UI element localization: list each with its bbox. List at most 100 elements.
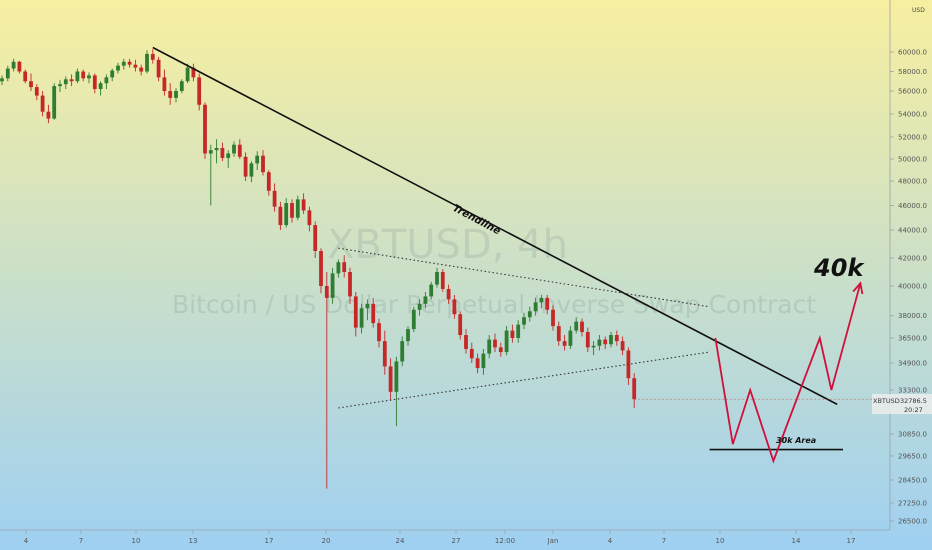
time-tick-label: 10 (132, 537, 141, 545)
candle (464, 329, 468, 354)
price-tick-label: 26500.0 (898, 518, 927, 526)
candle (620, 336, 625, 356)
time-tick-label: 17 (265, 537, 274, 545)
candle-body (17, 61, 22, 72)
candle-body (301, 199, 306, 211)
candle (371, 297, 376, 328)
price-tick-label: 29650.0 (898, 453, 927, 461)
candle (359, 303, 364, 334)
time-axis: 4 7 10 13 17 20 24 27 12:00 Jan 4 7 10 14 17 (24, 530, 855, 545)
candle-body (243, 156, 248, 177)
candle-body (261, 155, 265, 173)
candle-body (429, 284, 434, 297)
candle-body (34, 87, 39, 96)
candle (446, 284, 451, 304)
candle (162, 69, 167, 96)
candle-body (295, 199, 300, 218)
candle (121, 58, 126, 70)
candle (11, 58, 16, 72)
candle-body (197, 77, 202, 105)
candle-body (185, 67, 190, 82)
candle (522, 312, 526, 330)
candle-body (464, 335, 468, 349)
candle-body (469, 348, 474, 359)
candle (243, 152, 248, 181)
time-tick-label: 20 (322, 537, 331, 545)
candle-body (620, 341, 625, 351)
candle (533, 297, 538, 316)
candle-body (423, 296, 428, 304)
candles (0, 49, 637, 489)
candle-body (632, 378, 637, 400)
candle (475, 353, 480, 374)
candle (5, 65, 10, 82)
candle (278, 201, 283, 230)
candle (516, 320, 521, 343)
watermark-symbol: XBTUSD, 4h (327, 222, 568, 268)
candle (220, 142, 225, 162)
candle-body (11, 61, 16, 69)
candle-body (40, 95, 45, 112)
price-tick-label: 42000.0 (898, 255, 927, 263)
candle-body (5, 68, 10, 79)
candle-body (481, 353, 486, 369)
candle-body (585, 332, 590, 348)
candle-body (237, 144, 242, 157)
price-tick-label: 54000.0 (898, 111, 927, 119)
candle (23, 69, 28, 84)
candle-body (214, 148, 219, 151)
candle (203, 102, 207, 159)
price-tick-label: 30850.0 (898, 431, 927, 439)
candle-body (580, 321, 584, 333)
candle (394, 356, 399, 426)
candle-body (121, 61, 126, 66)
candle (133, 59, 138, 72)
candle-body (353, 296, 358, 328)
candle-body (411, 309, 416, 330)
candle (342, 255, 347, 278)
candle (98, 81, 103, 96)
candle (417, 299, 422, 316)
candle (452, 294, 457, 319)
candle (614, 330, 619, 346)
candle (353, 291, 358, 337)
candle-body (574, 321, 579, 331)
candle (226, 150, 231, 168)
candle-body (156, 59, 161, 78)
candle-body (533, 302, 538, 312)
candle-body (75, 71, 80, 82)
candle (58, 80, 62, 93)
candle (0, 75, 4, 86)
candle-body (614, 335, 619, 342)
candle-body (435, 272, 439, 285)
price-tick-label: 58000.0 (898, 68, 927, 76)
time-tick-label: Jan (547, 537, 559, 545)
price-tick-label: 28450.0 (898, 477, 927, 485)
candle-body (127, 61, 132, 65)
candle (46, 104, 51, 124)
candle (504, 326, 509, 356)
candle-body (98, 83, 103, 90)
price-tick-label: 46000.0 (898, 202, 927, 210)
candle (104, 74, 109, 90)
time-tick-label: 27 (452, 537, 461, 545)
candle-body (249, 163, 254, 177)
candle-body (394, 361, 399, 392)
candle (145, 50, 149, 74)
candle (261, 150, 265, 176)
time-tick-label: 13 (189, 537, 198, 545)
candle-body (475, 358, 480, 369)
price-tick-label: 60000.0 (898, 49, 927, 57)
candle (336, 259, 341, 278)
candle (87, 72, 91, 84)
target-label: 40k (813, 254, 865, 282)
price-axis: 60000.0 58000.0 56000.0 54000.0 52000.0 50000… (890, 49, 927, 526)
candle-body (278, 206, 283, 226)
candle-body (556, 326, 561, 342)
candle (382, 330, 387, 375)
price-tick-label: 34900.0 (898, 360, 927, 368)
candle-body (365, 303, 370, 309)
candle-body (87, 75, 91, 79)
candle-body (313, 225, 318, 251)
